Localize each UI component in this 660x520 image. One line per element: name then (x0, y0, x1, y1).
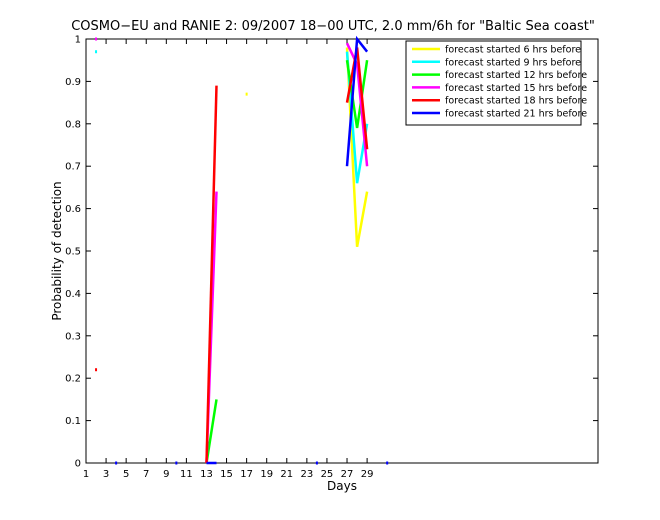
x-axis: 1 3 5 7 9 11 13 15 17 19 21 23 25 27 29 (83, 39, 374, 480)
y-tick-label: 0.2 (65, 374, 81, 385)
y-tick-label: 0.9 (65, 77, 81, 88)
x-tick-label: 1 (83, 469, 89, 480)
y-tick-label: 0.7 (65, 162, 81, 173)
legend-label: forecast started 9 hrs before (445, 57, 581, 68)
x-tick-label: 25 (321, 469, 334, 480)
y-tick-label: 0.1 (65, 416, 81, 427)
series-6 (115, 35, 389, 465)
y-tick-label: 1 (75, 35, 81, 46)
data-point (95, 368, 98, 372)
y-tick-label: 0.6 (65, 204, 81, 215)
y-axis-label: Probability of detection (50, 181, 64, 320)
series-line (205, 399, 218, 464)
legend-label: forecast started 18 hrs before (445, 96, 587, 107)
y-tick-label: 0.4 (65, 289, 81, 300)
y-tick-label: 0.5 (65, 247, 81, 258)
x-tick-label: 15 (220, 469, 233, 480)
legend-label: forecast started 6 hrs before (445, 45, 581, 56)
data-point (95, 50, 98, 54)
x-tick-label: 11 (180, 469, 193, 480)
y-tick-label: 0 (75, 459, 81, 470)
chart-title: COSMO−EU and RANIE 2: 09/2007 18−00 UTC,… (71, 19, 595, 34)
legend-box (405, 40, 582, 126)
y-axis: 0 0.1 0.2 0.3 0.4 0.5 0.6 0.7 0.8 0.9 1 (65, 35, 598, 470)
data-point (386, 461, 389, 465)
data-point (175, 461, 178, 465)
x-tick-label: 21 (280, 469, 293, 480)
series-line (205, 85, 218, 464)
x-tick-label: 27 (341, 469, 354, 480)
x-tick-label: 13 (200, 469, 213, 480)
data-point (115, 461, 118, 465)
series-line (345, 42, 369, 167)
data-point (95, 37, 98, 41)
legend-label: forecast started 15 hrs before (445, 83, 587, 94)
data-point (245, 92, 248, 96)
x-tick-label: 29 (361, 469, 374, 480)
x-tick-label: 5 (123, 469, 129, 480)
x-tick-label: 23 (300, 469, 313, 480)
y-tick-label: 0.8 (65, 119, 81, 130)
x-tick-label: 7 (143, 469, 149, 480)
series-layer (95, 35, 389, 465)
legend-label: forecast started 12 hrs before (445, 70, 587, 81)
series-line (345, 35, 369, 167)
data-point (315, 461, 318, 465)
x-axis-label: Days (327, 479, 357, 493)
x-tick-label: 19 (260, 469, 273, 480)
x-tick-label: 3 (103, 469, 109, 480)
x-tick-label: 9 (163, 469, 169, 480)
y-tick-label: 0.3 (65, 331, 81, 342)
legend-label: forecast started 21 hrs before (445, 109, 587, 120)
x-tick-label: 17 (240, 469, 253, 480)
